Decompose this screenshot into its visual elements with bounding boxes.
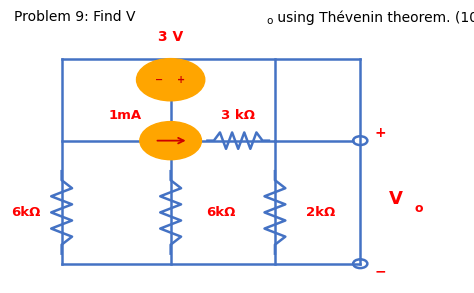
Circle shape bbox=[140, 122, 201, 160]
Text: +: + bbox=[374, 126, 386, 140]
Text: 1mA: 1mA bbox=[109, 109, 142, 122]
Text: o: o bbox=[415, 202, 423, 214]
Circle shape bbox=[137, 59, 205, 101]
Text: using Thévenin theorem. (10pts.): using Thévenin theorem. (10pts.) bbox=[273, 10, 474, 25]
Text: +: + bbox=[177, 75, 185, 85]
Text: Problem 9: Find V: Problem 9: Find V bbox=[14, 10, 136, 24]
Text: 3 kΩ: 3 kΩ bbox=[221, 109, 255, 122]
Text: o: o bbox=[267, 16, 273, 26]
Text: −: − bbox=[374, 264, 386, 278]
Text: −: − bbox=[155, 75, 163, 85]
Text: 2kΩ: 2kΩ bbox=[306, 206, 335, 219]
Text: 6kΩ: 6kΩ bbox=[11, 206, 41, 219]
Text: 3 V: 3 V bbox=[158, 30, 183, 44]
Text: V: V bbox=[389, 190, 402, 208]
Text: 6kΩ: 6kΩ bbox=[206, 206, 236, 219]
